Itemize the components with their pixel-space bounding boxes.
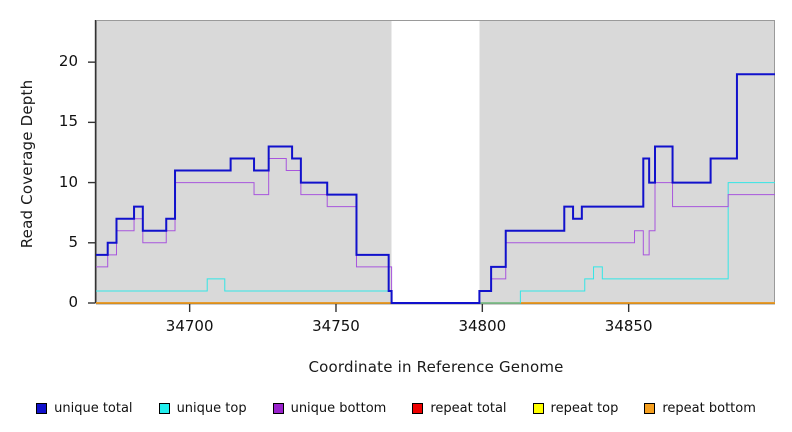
legend-item-repeat-top[interactable]: repeat top bbox=[532, 400, 619, 416]
x-tick-label-34800: 34800 bbox=[458, 317, 507, 335]
panel-background-left bbox=[96, 20, 392, 303]
legend-swatch-icon bbox=[412, 402, 424, 414]
x-tick-label-34750: 34750 bbox=[312, 317, 360, 335]
y-tick-label-5: 5 bbox=[68, 232, 78, 251]
x-axis-title: Coordinate in Reference Genome bbox=[308, 358, 564, 376]
y-tick-label-10: 10 bbox=[58, 172, 78, 191]
legend-label: repeat total bbox=[430, 400, 507, 416]
legend-swatch-icon bbox=[158, 402, 170, 414]
y-tick-label-20: 20 bbox=[58, 52, 78, 71]
panel-background-right bbox=[479, 20, 775, 303]
legend-item-repeat-total[interactable]: repeat total bbox=[412, 400, 507, 416]
legend-swatch-icon bbox=[644, 402, 656, 414]
series-line-unique-total bbox=[96, 73, 775, 304]
legend-swatch-icon bbox=[532, 402, 544, 414]
legend-item-unique-total[interactable]: unique total bbox=[36, 400, 133, 416]
legend-label: repeat bottom bbox=[662, 400, 756, 416]
x-tick-label-34700: 34700 bbox=[165, 317, 214, 335]
legend-label: unique total bbox=[54, 400, 133, 416]
legend-item-unique-top[interactable]: unique top bbox=[158, 400, 247, 416]
chart-legend: unique total unique top unique bottom repea… bbox=[0, 396, 792, 420]
legend-label: unique bottom bbox=[290, 400, 387, 416]
legend-swatch-icon bbox=[272, 402, 284, 414]
coverage-gap-region bbox=[391, 20, 480, 303]
legend-item-unique-bottom[interactable]: unique bottom bbox=[272, 400, 387, 416]
legend-item-repeat-bottom[interactable]: repeat bottom bbox=[644, 401, 756, 416]
y-axis-title: Read Coverage Depth bbox=[18, 79, 36, 249]
x-tick-label-34850: 34850 bbox=[604, 317, 653, 335]
legend-label: unique top bbox=[176, 400, 247, 416]
series-line-unique-top bbox=[96, 182, 775, 304]
legend-label: repeat top bbox=[550, 400, 619, 416]
y-tick-label-0: 0 bbox=[68, 293, 78, 311]
y-tick-label-15: 15 bbox=[58, 112, 78, 131]
legend-swatch-icon bbox=[36, 402, 48, 414]
